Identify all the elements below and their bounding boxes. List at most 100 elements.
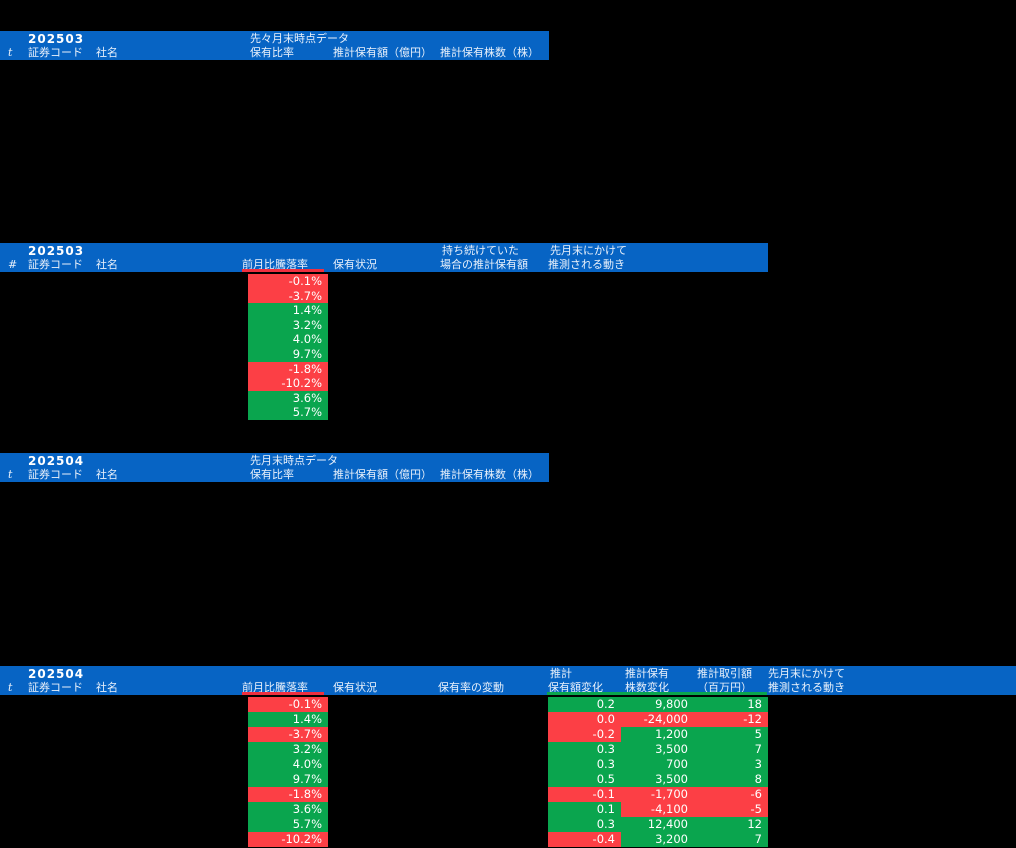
- change-rate-cell: 4.0%: [248, 757, 328, 772]
- shares-change-cell: 3,200: [621, 832, 694, 847]
- change-rate-cell: 3.2%: [248, 317, 328, 333]
- table1-section-title: 先々月末時点データ: [250, 32, 349, 45]
- table2-col-move-line2: 推測される動き: [548, 258, 625, 271]
- table3-col-ratio: 保有比率: [250, 468, 294, 481]
- trade-amount-cell: 7: [694, 832, 768, 847]
- shares-change-cell: 12,400: [621, 817, 694, 832]
- table3-col-index: t: [8, 468, 13, 481]
- shares-change-cell: 1,200: [621, 727, 694, 742]
- change-rate-cell: 1.4%: [248, 303, 328, 318]
- trade-amount-cell: 12: [694, 817, 768, 832]
- trade-amount-cell: -6: [694, 787, 768, 802]
- amount-change-cell: 0.1: [548, 802, 621, 817]
- table4-col-move-line1: 先月末にかけて: [768, 667, 845, 680]
- change-rate-cell: 3.6%: [248, 802, 328, 817]
- shares-change-cell: -1,700: [621, 787, 694, 802]
- change-rate-cell: -3.7%: [248, 288, 328, 304]
- change-rate-cell: -1.8%: [248, 787, 328, 802]
- table2-period: 202503: [28, 244, 85, 258]
- table3-header-band: 202504 先月末時点データ t 証券コード 社名 保有比率 推計保有額（億円…: [0, 453, 549, 482]
- table4-col-amount-line2: 保有額変化: [548, 681, 603, 694]
- table4-col-move-line2: 推測される動き: [768, 681, 845, 694]
- shares-change-cell: 9,800: [621, 697, 694, 712]
- trade-amount-cell: 3: [694, 757, 768, 772]
- estimate-columns-green-underline: [547, 692, 767, 695]
- change-rate-cell: -0.1%: [248, 697, 328, 712]
- change-rate-cell: 5.7%: [248, 817, 328, 832]
- table4-col-amount-line1: 推計: [550, 667, 572, 680]
- table4-period: 202504: [28, 667, 85, 681]
- table1-col-name: 社名: [96, 46, 118, 59]
- table4-header-band: 202504 推計 推計保有 推計取引額 先月末にかけて t 証券コード 社名 …: [0, 666, 1016, 695]
- table4-col-ratio-change: 保有率の変動: [438, 681, 504, 694]
- trade-amount-cell: -5: [694, 802, 768, 817]
- change-rate-cell: -10.2%: [248, 376, 328, 391]
- table3-col-shares: 推計保有株数（株）: [440, 468, 539, 481]
- table4-col-shares-line1: 推計保有: [625, 667, 669, 680]
- table1-col-index: t: [8, 46, 13, 59]
- change-rate-cell: 3.2%: [248, 742, 328, 757]
- trade-amount-cell: 5: [694, 727, 768, 742]
- change-rate-cell: 9.7%: [248, 346, 328, 362]
- amount-change-cell: 0.5: [548, 772, 621, 787]
- amount-change-cell: -0.2: [548, 727, 621, 742]
- table2-col-index: #: [8, 258, 18, 271]
- trade-amount-cell: 18: [694, 697, 768, 712]
- table2-col-move-line1: 先月末にかけて: [550, 244, 627, 257]
- table3-col-amount: 推計保有額（億円）: [333, 468, 432, 481]
- table4-change-column: -0.1% 1.4% -3.7% 3.2% 4.0% 9.7% -1.8% 3.6% 5.7% -…: [248, 697, 328, 847]
- change-rate-cell: -3.7%: [248, 727, 328, 742]
- table3-col-code: 証券コード: [28, 468, 83, 481]
- amount-change-cell: 0.0: [548, 712, 621, 727]
- shares-change-cell: -4,100: [621, 802, 694, 817]
- amount-change-cell: 0.3: [548, 742, 621, 757]
- amount-change-cell: 0.3: [548, 817, 621, 832]
- table3-period: 202504: [28, 454, 85, 468]
- change-rate-cell: 1.4%: [248, 712, 328, 727]
- shares-change-cell: -24,000: [621, 712, 694, 727]
- table3-section-title: 先月末時点データ: [250, 454, 338, 467]
- table1-header-band: 202503 先々月末時点データ t 証券コード 社名 保有比率 推計保有額（億…: [0, 31, 549, 60]
- change-rate-cell: 4.0%: [248, 332, 328, 347]
- table4-col-code: 証券コード: [28, 681, 83, 694]
- trade-amount-cell: 8: [694, 772, 768, 787]
- table4-amount-change-column: 0.2 0.0 -0.2 0.3 0.3 0.5 -0.1 0.1 0.3 -0.4: [548, 697, 621, 847]
- table1-col-code: 証券コード: [28, 46, 83, 59]
- table2-col-name: 社名: [96, 258, 118, 271]
- change-rate-cell: -10.2%: [248, 832, 328, 847]
- table4-col-shares-line2: 株数変化: [625, 681, 669, 694]
- amount-change-cell: 0.2: [548, 697, 621, 712]
- change-column-red-underline: [242, 269, 324, 272]
- shares-change-cell: 700: [621, 757, 694, 772]
- amount-change-cell: -0.4: [548, 832, 621, 847]
- table4-trade-amount-column: 18 -12 5 7 3 8 -6 -5 12 7: [694, 697, 768, 847]
- change-rate-cell: -0.1%: [248, 274, 328, 289]
- change-rate-cell: -1.8%: [248, 361, 328, 377]
- amount-change-cell: 0.3: [548, 757, 621, 772]
- table4-col-index: t: [8, 681, 13, 694]
- change-rate-cell: 3.6%: [248, 390, 328, 406]
- table2-change-column: -0.1% -3.7% 1.4% 3.2% 4.0% 9.7% -1.8% -10.2% 3.6…: [248, 274, 328, 420]
- table1-period: 202503: [28, 32, 85, 46]
- change-rate-cell: 9.7%: [248, 772, 328, 787]
- table2-col-code: 証券コード: [28, 258, 83, 271]
- change-rate-cell: 5.7%: [248, 405, 328, 420]
- table2-col-change: 前月比騰落率: [242, 258, 308, 271]
- shares-change-cell: 3,500: [621, 772, 694, 787]
- shares-change-cell: 3,500: [621, 742, 694, 757]
- trade-amount-cell: -12: [694, 712, 768, 727]
- table2-header-band: 202503 持ち続けていた 先月末にかけて # 証券コード 社名 前月比騰落率…: [0, 243, 768, 272]
- table4-col-trade-line2: （百万円）: [697, 681, 752, 694]
- table4-col-change: 前月比騰落率: [242, 681, 308, 694]
- table4-col-name: 社名: [96, 681, 118, 694]
- table2-col-held-line1: 持ち続けていた: [442, 244, 519, 257]
- trade-amount-cell: 7: [694, 742, 768, 757]
- table3-col-name: 社名: [96, 468, 118, 481]
- table1-col-shares: 推計保有株数（株）: [440, 46, 539, 59]
- table1-col-amount: 推計保有額（億円）: [333, 46, 432, 59]
- table4-col-trade-line1: 推計取引額: [697, 667, 752, 680]
- change-column-red-underline: [242, 692, 324, 695]
- table4-shares-change-column: 9,800 -24,000 1,200 3,500 700 3,500 -1,700 -4,1…: [621, 697, 694, 847]
- table4-col-status: 保有状況: [333, 681, 377, 694]
- table1-col-ratio: 保有比率: [250, 46, 294, 59]
